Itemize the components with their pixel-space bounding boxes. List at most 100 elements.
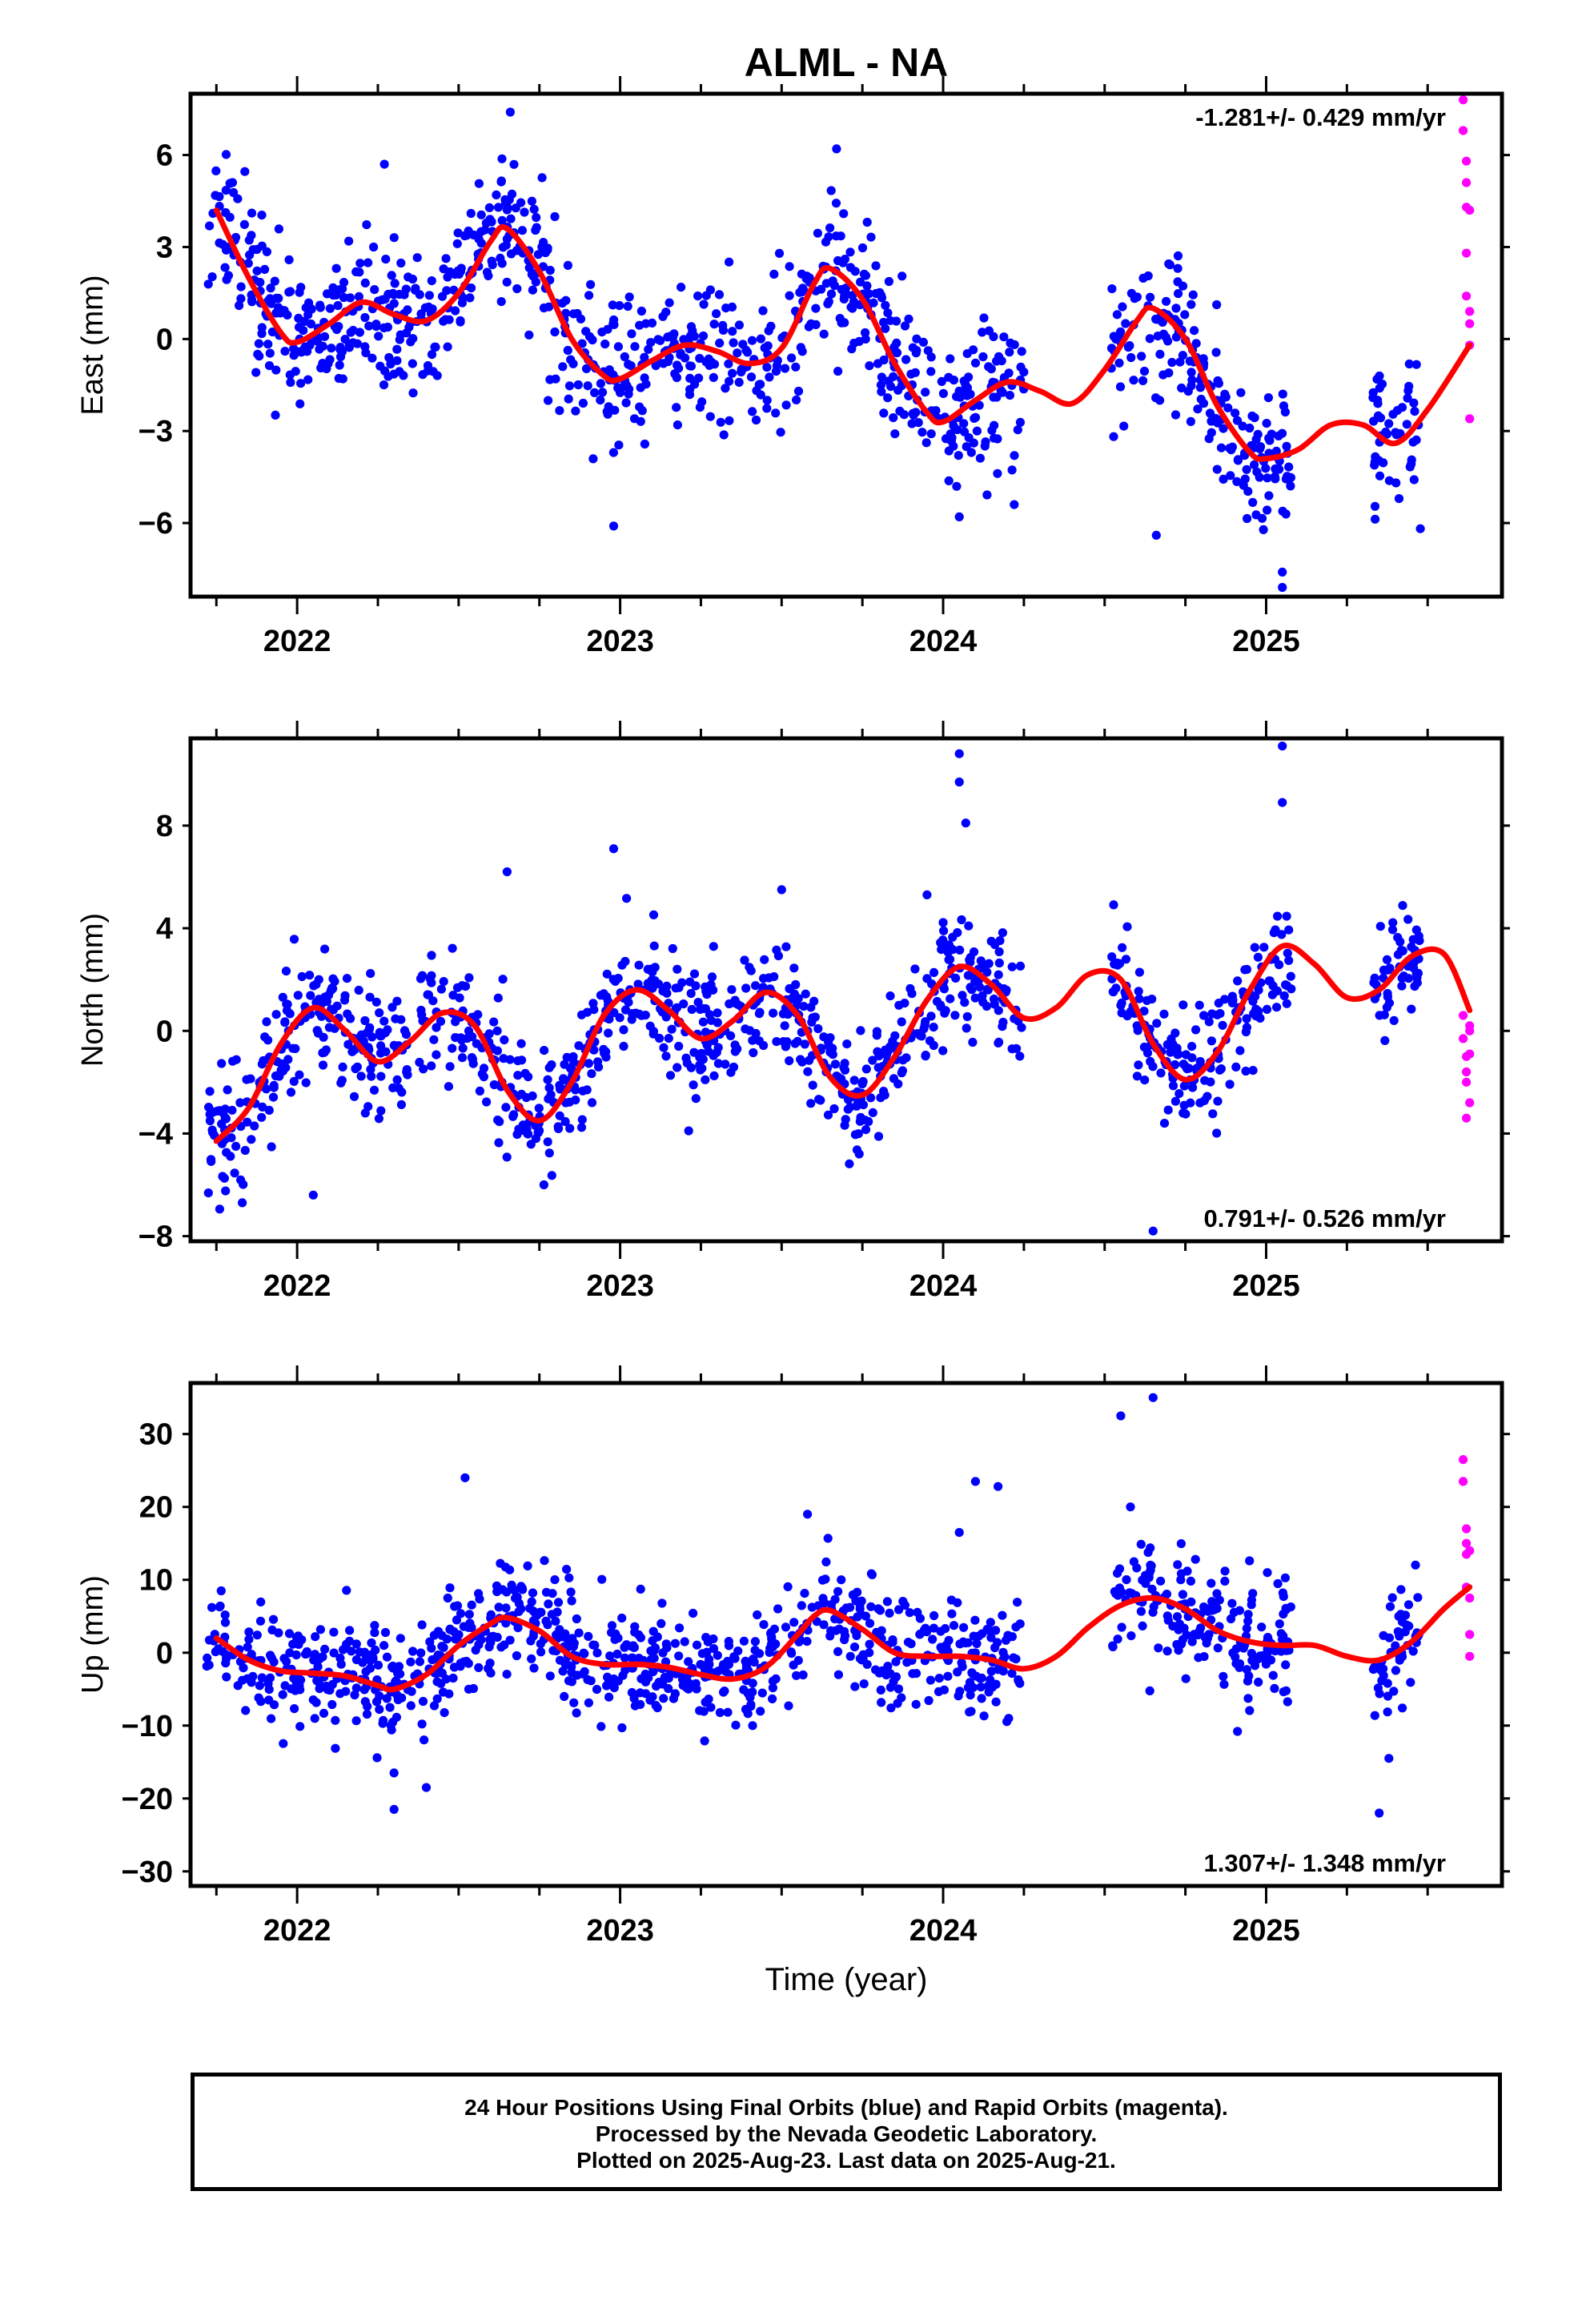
east-final-point	[257, 241, 267, 251]
north-final-point	[429, 1035, 439, 1044]
north-final-point	[401, 1030, 412, 1039]
north-final-point	[493, 1116, 503, 1125]
north-final-point	[293, 991, 303, 1000]
east-final-point	[492, 190, 501, 199]
east-final-point	[886, 382, 896, 392]
north-final-point	[1255, 1013, 1265, 1023]
north-final-point	[701, 1075, 710, 1084]
up-final-point	[699, 1707, 709, 1716]
east-final-point	[264, 361, 275, 371]
east-final-point	[1137, 352, 1146, 361]
east-final-point	[1263, 393, 1273, 403]
up-final-point	[1250, 1661, 1260, 1671]
north-final-point	[278, 1066, 288, 1076]
east-final-point	[537, 173, 547, 183]
north-final-point	[1139, 1007, 1149, 1016]
north-final-point	[509, 1110, 519, 1120]
up-final-point	[580, 1667, 589, 1676]
north-final-point	[535, 1126, 544, 1136]
north-final-point	[689, 1080, 698, 1090]
east-final-point	[1167, 357, 1177, 368]
up-final-point	[749, 1655, 758, 1664]
east-final-point	[1216, 443, 1227, 452]
east-final-point	[756, 334, 766, 344]
east-final-point	[1180, 310, 1190, 320]
east-final-point	[364, 321, 374, 331]
north-final-point	[829, 1104, 839, 1114]
east-final-point	[509, 159, 519, 169]
up-final-point	[1383, 1707, 1392, 1717]
up-final-point	[456, 1659, 465, 1668]
east-final-point	[265, 294, 275, 304]
up-rapid-point	[1465, 1630, 1475, 1639]
north-final-point	[1275, 960, 1284, 970]
north-final-point	[1179, 1081, 1189, 1091]
north-final-point	[1262, 1004, 1272, 1014]
north-final-point	[797, 1057, 807, 1067]
north-final-point	[1235, 1046, 1245, 1055]
up-final-point	[351, 1716, 361, 1726]
north-final-point	[222, 1148, 231, 1157]
north-final-point	[1017, 1023, 1026, 1032]
up-final-point	[900, 1600, 909, 1610]
north-final-point	[954, 777, 964, 787]
up-final-point	[630, 1627, 640, 1637]
east-final-point	[1191, 339, 1201, 348]
north-final-point	[553, 1122, 563, 1132]
east-final-point	[338, 374, 347, 384]
up-final-point	[857, 1596, 866, 1606]
east-final-point	[1015, 417, 1025, 428]
north-final-point	[713, 1059, 724, 1068]
north-final-point	[460, 982, 471, 991]
north-final-point	[501, 1103, 511, 1112]
east-final-point	[291, 367, 300, 376]
north-final-point	[289, 1076, 299, 1086]
up-final-point	[893, 1684, 904, 1694]
east-final-point	[545, 265, 555, 275]
up-fit-curve	[213, 1584, 1473, 1693]
up-final-point	[1243, 1694, 1253, 1703]
up-final-point	[826, 1600, 836, 1610]
east-final-point	[695, 353, 705, 364]
figure-title: ALML - NA	[745, 40, 949, 85]
north-final-point	[840, 1065, 850, 1075]
north-final-point	[968, 1037, 978, 1047]
up-final-point	[821, 1574, 830, 1584]
north-final-point	[726, 1031, 736, 1040]
east-final-point	[911, 408, 921, 417]
up-final-point	[1273, 1578, 1283, 1589]
up-final-point	[221, 1659, 231, 1668]
east-final-point	[959, 419, 969, 428]
north-final-point	[1170, 1028, 1180, 1038]
up-final-point	[1227, 1598, 1237, 1608]
up-final-point	[345, 1626, 355, 1635]
north-final-point	[962, 1023, 971, 1033]
up-final-point	[572, 1614, 581, 1624]
up-final-point	[464, 1622, 473, 1631]
east-final-point	[257, 211, 267, 220]
east-final-point	[496, 177, 506, 187]
up-rapid-point	[1465, 1593, 1475, 1603]
north-final-point	[861, 1064, 871, 1074]
east-final-point	[456, 317, 465, 327]
east-final-point	[876, 380, 886, 390]
up-final-point	[936, 1642, 946, 1652]
up-final-point	[204, 1635, 215, 1645]
east-final-point	[423, 361, 433, 371]
east-final-point	[734, 320, 745, 330]
east-final-point	[608, 300, 617, 310]
up-final-point	[372, 1753, 382, 1763]
up-final-point	[893, 1699, 902, 1708]
north-final-point	[741, 983, 751, 993]
up-final-point	[416, 1648, 426, 1658]
east-final-point	[1404, 359, 1414, 369]
north-final-point	[800, 1039, 809, 1049]
up-final-point	[485, 1634, 495, 1644]
up-final-point	[1213, 1643, 1223, 1653]
up-rate-label: 1.307+/- 1.348 mm/yr	[1204, 1849, 1446, 1877]
north-final-point	[257, 1059, 267, 1069]
north-final-point	[691, 981, 701, 991]
east-final-point	[836, 231, 845, 241]
east-final-point	[636, 306, 647, 316]
up-final-point	[934, 1674, 944, 1683]
